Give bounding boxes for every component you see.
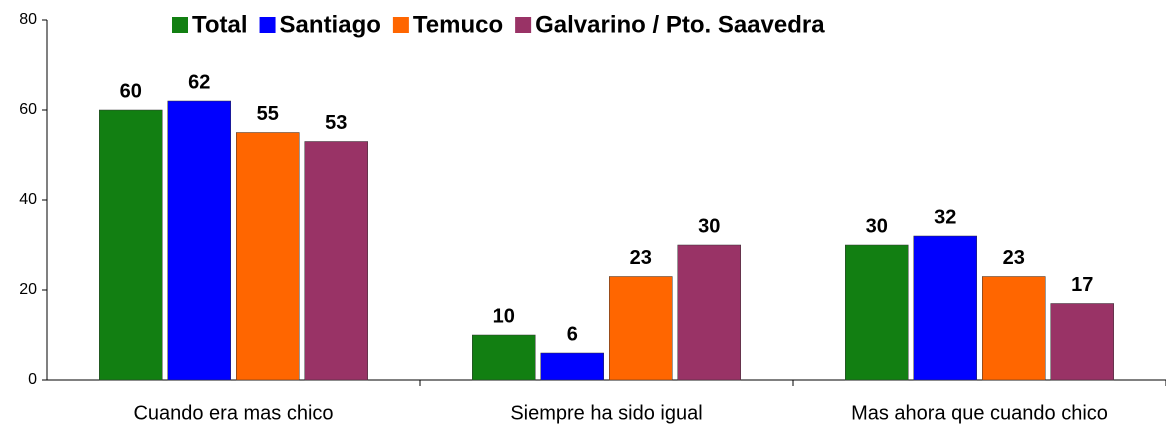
- value-label: 6: [567, 323, 578, 345]
- bar: [99, 109, 163, 381]
- legend-label: Galvarino / Pto. Saavedra: [535, 11, 825, 38]
- bar: [845, 244, 909, 381]
- value-label: 55: [257, 103, 279, 125]
- bar: [540, 352, 604, 381]
- legend-swatch: [259, 17, 276, 33]
- y-tick-label: 80: [19, 11, 37, 28]
- x-tick-label: Siempre ha sido igual: [510, 402, 702, 424]
- bar: [236, 132, 300, 381]
- y-tick-label: 0: [28, 371, 37, 388]
- bar: [913, 235, 977, 381]
- value-label: 10: [493, 305, 515, 327]
- bar: [677, 244, 741, 381]
- x-tick-label: Cuando era mas chico: [133, 402, 333, 424]
- bar: [609, 276, 673, 381]
- value-label: 23: [630, 247, 652, 269]
- value-label: 17: [1071, 274, 1093, 296]
- bar: [1050, 303, 1114, 381]
- bar: [982, 276, 1046, 381]
- legend-label: Total: [192, 11, 248, 38]
- legend-swatch: [172, 17, 188, 33]
- value-label: 23: [1003, 247, 1025, 269]
- legend-swatch: [515, 17, 532, 33]
- value-label: 30: [698, 215, 720, 237]
- y-tick-label: 20: [19, 281, 37, 298]
- legend-label: Temuco: [413, 11, 503, 38]
- legend-label: Santiago: [280, 11, 381, 38]
- x-tick-label: Mas ahora que cuando chico: [851, 402, 1108, 424]
- y-tick-label: 60: [19, 101, 37, 118]
- legend-swatch: [392, 17, 409, 33]
- value-label: 53: [325, 112, 347, 134]
- bar: [304, 141, 368, 381]
- value-label: 30: [866, 215, 888, 237]
- bar: [472, 334, 536, 381]
- value-label: 60: [120, 80, 142, 102]
- value-label: 62: [188, 71, 210, 93]
- bar: [167, 100, 231, 381]
- value-label: 32: [934, 206, 956, 228]
- y-tick-label: 40: [19, 191, 37, 208]
